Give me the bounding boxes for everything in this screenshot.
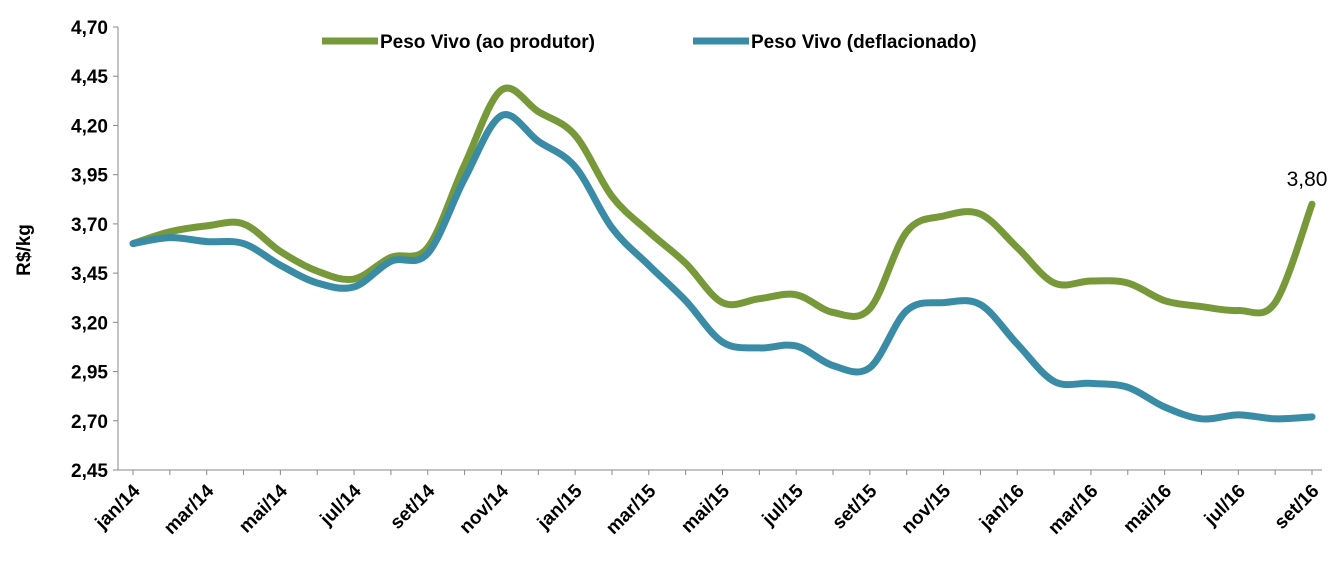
x-tick-label: jul/16 <box>1200 481 1250 531</box>
y-tick-label: 2,70 <box>71 412 108 433</box>
x-tick-label: mai/16 <box>1119 481 1176 538</box>
y-tick-label: 3,45 <box>71 264 108 285</box>
x-tick-label: jul/15 <box>758 480 808 530</box>
data-label: 3,80 <box>1287 168 1328 191</box>
x-tick-label: set/14 <box>386 480 439 533</box>
x-tick-label: jan/15 <box>533 480 587 534</box>
y-tick-label: 2,95 <box>71 363 108 384</box>
x-tick-label: mar/16 <box>1044 481 1102 539</box>
x-tick-label: nov/14 <box>456 480 514 538</box>
y-axis-label: R$/kg <box>14 224 35 276</box>
x-tick-label: jan/16 <box>975 481 1029 535</box>
legend-label: Peso Vivo (ao produtor) <box>380 32 595 53</box>
series-line <box>129 84 1316 320</box>
x-tick-label: set/15 <box>828 480 881 533</box>
x-tick-label: mar/14 <box>160 480 218 538</box>
x-tick-label: nov/15 <box>898 480 956 538</box>
legend-label: Peso Vivo (deflacionado) <box>751 32 977 53</box>
x-tick-label: jul/14 <box>316 480 366 530</box>
x-tick-label: mai/15 <box>677 480 734 537</box>
y-tick-label: 3,70 <box>71 215 108 236</box>
y-tick-label: 4,70 <box>71 18 108 39</box>
x-tick-label: jan/14 <box>91 480 145 534</box>
y-tick-label: 4,20 <box>71 116 108 137</box>
y-tick-label: 4,45 <box>71 67 108 88</box>
y-tick-label: 2,45 <box>71 461 108 482</box>
x-tick-label: mar/15 <box>602 480 660 538</box>
y-tick-label: 3,95 <box>71 166 108 187</box>
y-tick-label: 3,20 <box>71 313 108 334</box>
series-line <box>129 111 1316 423</box>
x-tick-label: mai/14 <box>235 480 292 537</box>
x-tick-label: set/16 <box>1271 481 1324 534</box>
